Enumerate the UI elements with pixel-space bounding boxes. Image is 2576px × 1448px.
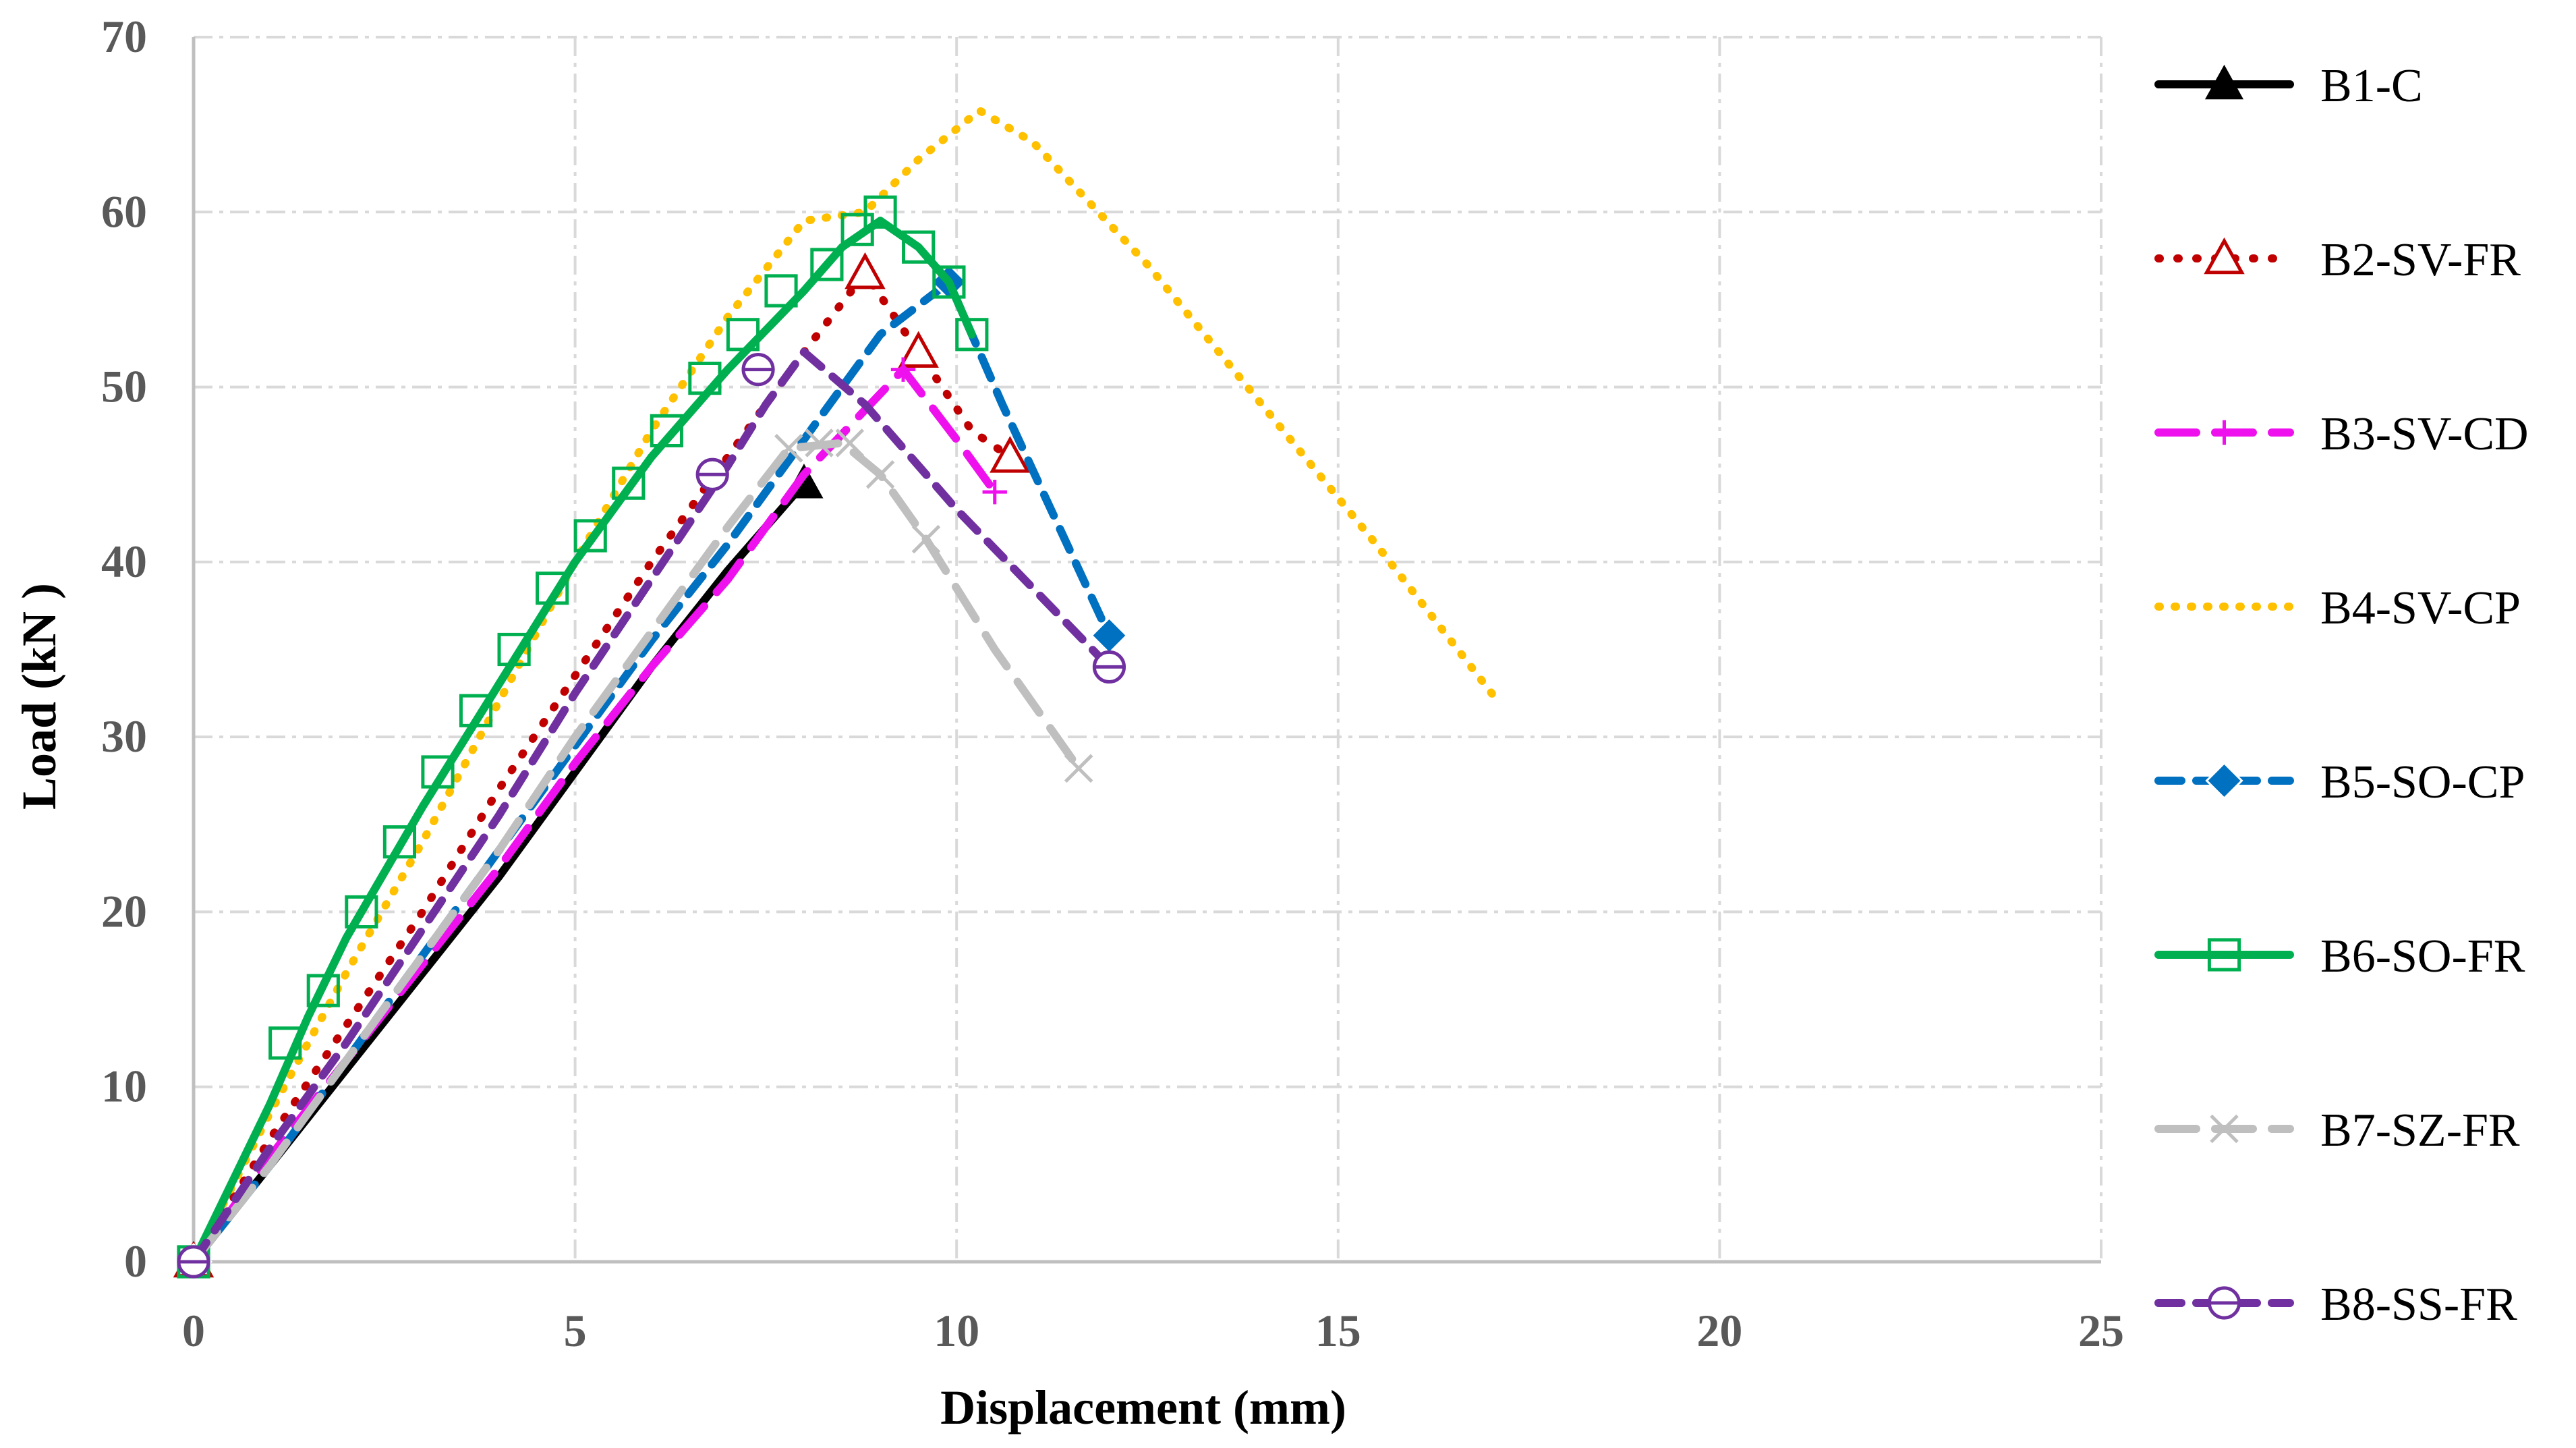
legend-label: B2-SV-FR: [2320, 234, 2521, 286]
y-tick-label: 20: [101, 885, 147, 937]
data-point-marker: [845, 252, 886, 289]
data-point-marker: [932, 265, 966, 299]
data-point-marker: [774, 434, 803, 463]
data-point-marker: [612, 466, 646, 500]
legend-item: B3-SV-CD: [2154, 408, 2529, 460]
data-point-marker: [2212, 420, 2237, 445]
legend-item: B1-C: [2154, 60, 2423, 112]
y-tick-label: 50: [101, 361, 147, 412]
data-point-marker: [688, 362, 722, 395]
data-point-marker: [573, 519, 607, 553]
series-layer: [173, 106, 1503, 1281]
grid: [194, 36, 2102, 1262]
legend-label: B6-SO-FR: [2320, 930, 2525, 982]
x-axis-title: Displacement (mm): [940, 1381, 1346, 1435]
x-tick-label: 5: [564, 1305, 587, 1356]
data-point-marker: [2207, 938, 2241, 972]
data-point-marker: [898, 331, 939, 368]
data-point-marker: [268, 1026, 302, 1060]
data-point-marker: [497, 632, 531, 667]
series-line: [190, 106, 1503, 1266]
legend-item: B5-SO-CP: [2154, 756, 2525, 808]
data-point-marker: [863, 195, 897, 229]
legend-label: B4-SV-CP: [2320, 582, 2521, 634]
data-point-marker: [982, 479, 1007, 505]
legend-item: B6-SO-FR: [2154, 930, 2525, 982]
data-point-marker: [306, 974, 340, 1007]
x-tick-label: 25: [2078, 1305, 2124, 1356]
data-point-marker: [536, 572, 569, 605]
data-point-marker: [805, 428, 834, 457]
data-point-marker: [345, 895, 378, 929]
data-point-marker: [810, 248, 844, 281]
data-point-marker: [955, 318, 989, 352]
legend-label: B8-SS-FR: [2320, 1279, 2517, 1331]
x-tick-label: 20: [1696, 1305, 1742, 1356]
series-line: [190, 347, 1114, 1266]
series-B8-SS-FR: [177, 347, 1126, 1279]
legend-label: B3-SV-CD: [2320, 408, 2529, 460]
data-point-marker: [726, 318, 760, 352]
x-tick-label: 10: [934, 1305, 979, 1356]
legend: B1-C B2-SV-FR B3-SV-CD B4-SV-CP B5-SO-CP B6-S…: [2154, 60, 2529, 1331]
tick-labels: 0 5 10 15 20 25 0 10 20 30 40 50 60 70: [101, 11, 2124, 1356]
data-point-marker: [865, 460, 895, 489]
y-tick-label: 70: [101, 11, 147, 62]
data-point-marker: [764, 274, 798, 308]
y-tick-label: 10: [101, 1061, 147, 1112]
data-point-marker: [2204, 64, 2244, 100]
data-point-marker: [2205, 761, 2243, 800]
y-tick-label: 40: [101, 536, 147, 587]
series-B4-SV-CP: [190, 106, 1503, 1266]
data-point-marker: [1064, 754, 1093, 783]
data-point-marker: [990, 436, 1031, 473]
legend-label: B5-SO-CP: [2320, 756, 2525, 808]
data-point-marker: [382, 825, 417, 859]
data-point-marker: [890, 357, 916, 382]
data-point-marker: [2204, 237, 2245, 275]
y-tick-label: 0: [124, 1235, 147, 1287]
data-point-marker: [650, 414, 683, 447]
data-point-marker: [911, 524, 941, 554]
legend-item: B2-SV-FR: [2154, 234, 2521, 286]
y-tick-label: 30: [101, 711, 147, 762]
legend-item: B8-SS-FR: [2154, 1279, 2517, 1331]
axes: [192, 37, 2101, 1264]
series-B7-SZ-FR: [190, 428, 1093, 1266]
legend-label: B7-SZ-FR: [2320, 1105, 2520, 1157]
series-line: [190, 269, 1014, 1266]
data-point-marker: [902, 230, 936, 264]
y-tick-label: 60: [101, 186, 147, 237]
series-line: [190, 217, 976, 1266]
legend-item: B7-SZ-FR: [2154, 1105, 2520, 1157]
y-axis-title: Load (kN ): [12, 583, 66, 810]
x-tick-label: 0: [182, 1305, 205, 1356]
x-tick-label: 15: [1315, 1305, 1361, 1356]
legend-item: B4-SV-CP: [2154, 582, 2521, 634]
data-point-marker: [840, 213, 874, 246]
data-point-marker: [2210, 1114, 2239, 1144]
data-point-marker: [421, 755, 455, 789]
data-point-marker: [459, 694, 493, 727]
data-point-marker: [835, 428, 865, 457]
legend-label: B1-C: [2320, 60, 2423, 112]
